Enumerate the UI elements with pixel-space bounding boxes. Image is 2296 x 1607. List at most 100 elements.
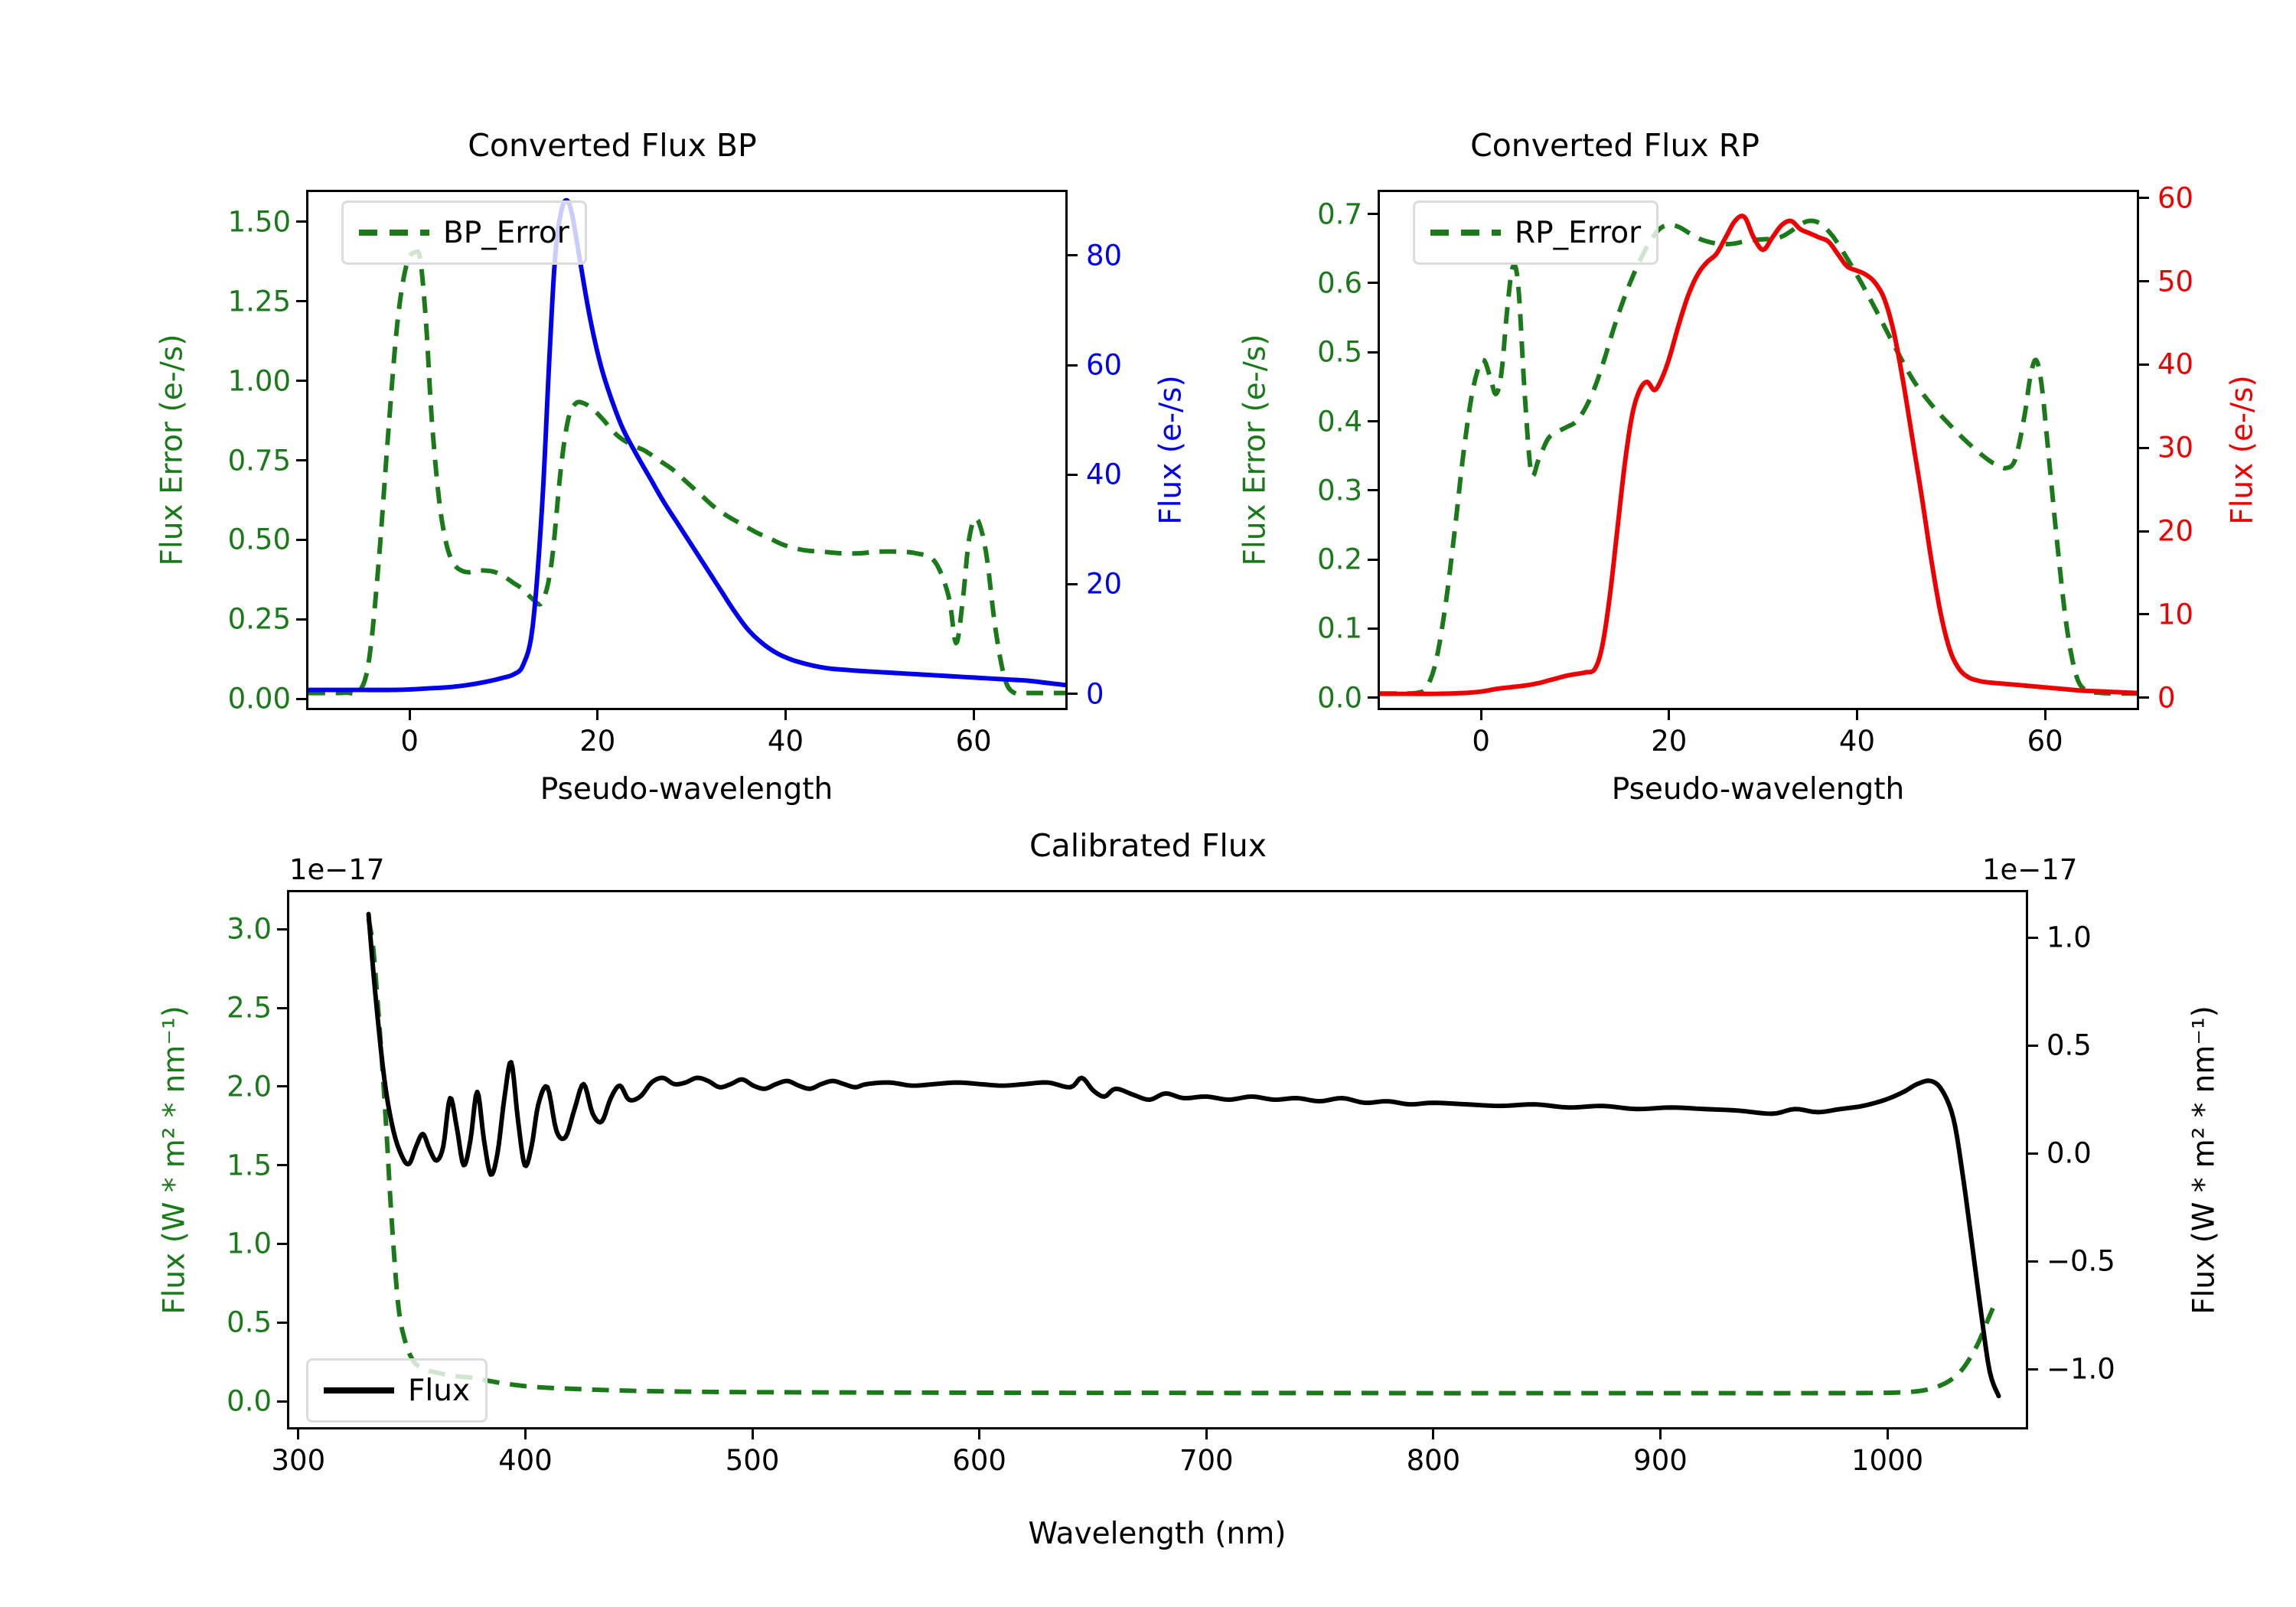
- tick-mark: [1368, 489, 1378, 492]
- tick-label: 0.5: [1317, 335, 1362, 369]
- tick-mark: [1668, 710, 1671, 720]
- tick-mark: [1068, 693, 1078, 696]
- tick-label: 1.0: [227, 1227, 272, 1260]
- tick-label: 40: [1086, 458, 1123, 491]
- tick-label: 300: [271, 1444, 326, 1477]
- calibrated-error-series: [366, 918, 2001, 1396]
- calibrated-x-axis-label: Wavelength (nm): [1028, 1517, 1287, 1551]
- tick-mark: [277, 1164, 287, 1167]
- tick-label: 0: [2157, 681, 2176, 715]
- tick-mark: [2028, 1044, 2038, 1047]
- tick-label: 0.5: [227, 1305, 272, 1339]
- tick-label: 1.50: [227, 205, 291, 239]
- bp-plot-title: Converted Flux BP: [468, 127, 757, 164]
- tick-mark: [1368, 696, 1378, 699]
- tick-label: 1000: [1851, 1444, 1924, 1477]
- tick-label: 40: [2157, 347, 2194, 381]
- tick-mark: [1855, 710, 1858, 720]
- rp-error-legend[interactable]: RP_Error: [1413, 200, 1659, 265]
- tick-label: 900: [1633, 1444, 1688, 1477]
- tick-mark: [1068, 582, 1078, 585]
- tick-mark: [1886, 1429, 1889, 1439]
- tick-mark: [972, 710, 975, 720]
- tick-mark: [2139, 530, 2149, 533]
- tick-mark: [296, 220, 306, 223]
- tick-mark: [296, 459, 306, 462]
- tick-mark: [1368, 558, 1378, 561]
- tick-mark: [2028, 1367, 2038, 1371]
- tick-mark: [296, 618, 306, 621]
- calibrated-data-lines: [366, 911, 2001, 1399]
- rp-data-lines: [1380, 214, 2137, 696]
- tick-mark: [277, 1085, 287, 1088]
- tick-label: 60: [955, 725, 992, 758]
- tick-mark: [1658, 1429, 1662, 1439]
- tick-label: 20: [1651, 725, 1688, 758]
- tick-label: 1.5: [227, 1149, 272, 1182]
- calibrated-flux-legend[interactable]: Flux: [306, 1358, 488, 1423]
- tick-mark: [296, 697, 306, 700]
- tick-mark: [2139, 613, 2149, 616]
- tick-mark: [1368, 213, 1378, 216]
- calibrated-flux-series: [366, 911, 2001, 1399]
- tick-label: 1.0: [2047, 921, 2092, 954]
- calibrated-plot-title: Calibrated Flux: [1029, 827, 1267, 864]
- rp-axes-area: [1378, 190, 2139, 710]
- tick-mark: [1479, 710, 1482, 720]
- tick-mark: [1368, 627, 1378, 630]
- tick-label: 800: [1406, 1444, 1461, 1477]
- tick-mark: [751, 1429, 754, 1439]
- tick-label: 0.6: [1317, 266, 1362, 300]
- calibrated-y-right-axis-label: Flux (W * m² * nm⁻¹): [2187, 1006, 2222, 1315]
- rp-plot-title: Converted Flux RP: [1470, 127, 1760, 164]
- tick-label: 20: [2157, 514, 2194, 548]
- tick-label: 60: [1086, 348, 1123, 382]
- tick-label: 0.25: [227, 602, 291, 636]
- tick-mark: [2139, 696, 2149, 699]
- tick-label: 50: [2157, 265, 2194, 298]
- tick-mark: [2139, 363, 2149, 366]
- tick-mark: [1205, 1429, 1208, 1439]
- calibrated-left-offset-text: 1e−17: [289, 853, 385, 886]
- tick-label: 1.00: [227, 364, 291, 398]
- tick-mark: [1368, 350, 1378, 354]
- rp-error-series: [1380, 218, 2137, 696]
- tick-label: 0.0: [227, 1384, 272, 1418]
- tick-label: 20: [579, 725, 616, 758]
- tick-label: 700: [1179, 1444, 1234, 1477]
- bp-flux-series: [308, 197, 1065, 693]
- tick-mark: [1432, 1429, 1435, 1439]
- tick-mark: [1068, 363, 1078, 367]
- tick-label: 80: [1086, 239, 1123, 272]
- bp-error-legend[interactable]: BP_Error: [341, 200, 587, 265]
- calibrated-flux-legend-swatch: [324, 1387, 394, 1393]
- tick-label: 500: [725, 1444, 780, 1477]
- tick-label: 0.0: [1317, 681, 1362, 715]
- tick-mark: [2043, 710, 2047, 720]
- tick-label: 0.3: [1317, 474, 1362, 507]
- tick-label: 60: [2157, 181, 2194, 215]
- tick-label: 0: [1472, 725, 1490, 758]
- tick-mark: [2139, 446, 2149, 449]
- tick-mark: [296, 380, 306, 383]
- tick-mark: [1368, 420, 1378, 423]
- tick-label: −0.5: [2047, 1244, 2115, 1278]
- tick-label: 2.0: [227, 1070, 272, 1103]
- tick-mark: [784, 710, 787, 720]
- tick-label: 0.00: [227, 682, 291, 715]
- tick-label: 40: [1838, 725, 1876, 758]
- tick-label: −1.0: [2047, 1352, 2115, 1386]
- tick-label: 0.1: [1317, 611, 1362, 645]
- calibrated-axes-area: [287, 890, 2028, 1429]
- bp-error-legend-swatch: [359, 230, 429, 236]
- tick-label: 40: [767, 725, 804, 758]
- tick-label: 2.5: [227, 991, 272, 1025]
- tick-label: 1.25: [227, 285, 291, 318]
- bp-y-left-axis-label: Flux Error (e-/s): [155, 334, 190, 566]
- tick-label: 0.50: [227, 523, 291, 556]
- tick-label: 60: [2027, 725, 2063, 758]
- tick-label: 600: [952, 1444, 1006, 1477]
- tick-label: 0.2: [1317, 543, 1362, 576]
- tick-mark: [978, 1429, 981, 1439]
